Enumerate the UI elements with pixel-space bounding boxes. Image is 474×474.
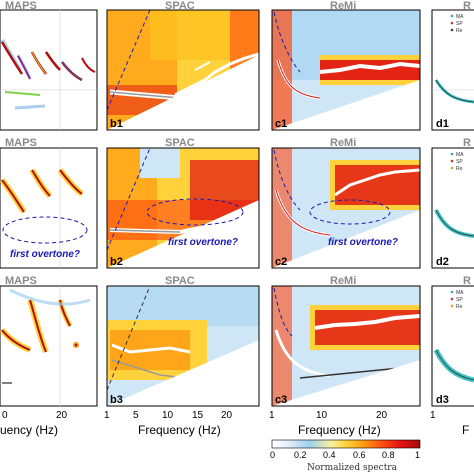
- colorbar-tick-06: 0.6: [353, 450, 366, 460]
- panel-label-c3: c3: [275, 394, 287, 406]
- x-axis-label-remi: Frequency (Hz): [298, 423, 381, 437]
- x-ticks-remi: 1 10 20: [269, 410, 388, 421]
- tick-spac-10: 10: [162, 410, 174, 421]
- colorbar-tick-1: 1: [415, 450, 420, 460]
- col-title-spac-1: SPAC: [165, 0, 195, 12]
- tick-remi-20: 20: [376, 410, 388, 421]
- colorbar-bar: [271, 439, 421, 449]
- panel-label-b1: b1: [110, 118, 123, 130]
- annotation-first-overtone-remi: first overtone?: [328, 237, 398, 248]
- col-title-spac-3: SPAC: [165, 275, 195, 287]
- tick-remi-10: 10: [316, 410, 328, 421]
- col-title-spac-2: SPAC: [165, 137, 195, 149]
- col-title-remi-1: ReMi: [330, 0, 356, 12]
- col-title-maps-3: MAPS: [5, 275, 37, 287]
- col-title-d-2: R: [463, 137, 471, 149]
- panel-remi-row3: c3: [271, 285, 421, 407]
- col-title-d-1: R: [463, 0, 471, 12]
- panel-remi-row1: c1: [271, 9, 421, 131]
- panel-maps-row2: first overtone?: [0, 147, 98, 269]
- tick-spac-5: 5: [133, 410, 139, 421]
- tick-spac-20: 20: [221, 410, 233, 421]
- x-axis-label-d: F: [462, 423, 469, 437]
- x-ticks-spac: 1 5 10 15 20: [104, 410, 233, 421]
- legend-entry-maps-3: MA: [456, 290, 464, 296]
- colorbar-tick-08: 0.8: [382, 450, 395, 460]
- x-axis-label-maps: uency (Hz): [0, 423, 58, 437]
- col-title-maps-1: MAPS: [5, 0, 37, 12]
- x-axis-label-spac: Frequency (Hz): [138, 423, 221, 437]
- colorbar-label: Normalized spectra: [307, 463, 398, 473]
- panel-d-row1: MA SP Re d1: [431, 9, 474, 131]
- legend-entry-remi-3: Re: [456, 304, 463, 310]
- panel-label-c2: c2: [275, 256, 287, 268]
- legend-entry-spac: SP: [456, 21, 463, 27]
- col-title-remi-3: ReMi: [330, 275, 356, 287]
- legend-entry-remi: Re: [456, 28, 463, 34]
- panel-label-b2: b2: [110, 256, 123, 268]
- panel-label-d3: d3: [436, 394, 449, 406]
- tick-maps-0: 0: [2, 410, 8, 421]
- panel-spac-row2: first overtone? b2: [106, 147, 260, 269]
- panel-maps-row1: [0, 9, 98, 131]
- legend-entry-remi-2: Re: [456, 166, 463, 172]
- col-title-remi-2: ReMi: [330, 137, 356, 149]
- colorbar-tick-02: 0.2: [294, 450, 307, 460]
- legend-entry-maps: MA: [456, 14, 464, 20]
- panel-label-c1: c1: [275, 118, 287, 130]
- panel-d-row3: MA SP Re d3: [431, 285, 474, 407]
- tick-spac-15: 15: [192, 410, 204, 421]
- annotation-first-overtone-spac: first overtone?: [168, 237, 238, 248]
- col-title-d-3: R: [463, 275, 471, 287]
- panel-maps-row3: [0, 285, 98, 407]
- legend-entry-maps-2: MA: [456, 152, 464, 158]
- tick-maps-20: 20: [56, 410, 68, 421]
- tick-d-1: 1: [430, 410, 436, 421]
- panel-label-b3: b3: [110, 394, 123, 406]
- legend-entry-spac-3: SP: [456, 297, 463, 303]
- x-ticks-d: 1: [430, 410, 436, 421]
- annotation-first-overtone-maps: first overtone?: [10, 249, 80, 260]
- col-title-maps-2: MAPS: [5, 137, 37, 149]
- colorbar-tick-04: 0.4: [323, 450, 336, 460]
- panel-spac-row3: b3: [106, 285, 260, 407]
- colorbar-tick-0: 0: [270, 450, 275, 460]
- panel-label-d1: d1: [436, 118, 449, 130]
- panel-spac-row1: b1: [106, 9, 260, 131]
- panel-remi-row2: first overtone? c2: [271, 147, 421, 269]
- x-ticks-maps: 0 20: [2, 410, 68, 421]
- tick-remi-1: 1: [269, 410, 275, 421]
- legend-entry-spac-2: SP: [456, 159, 463, 165]
- colorbar: 0 0.2 0.4 0.6 0.8 1 Normalized spectra: [270, 439, 421, 473]
- panel-label-d2: d2: [436, 256, 449, 268]
- tick-spac-1: 1: [104, 410, 110, 421]
- panel-d-row2: MA SP Re d2: [431, 147, 474, 269]
